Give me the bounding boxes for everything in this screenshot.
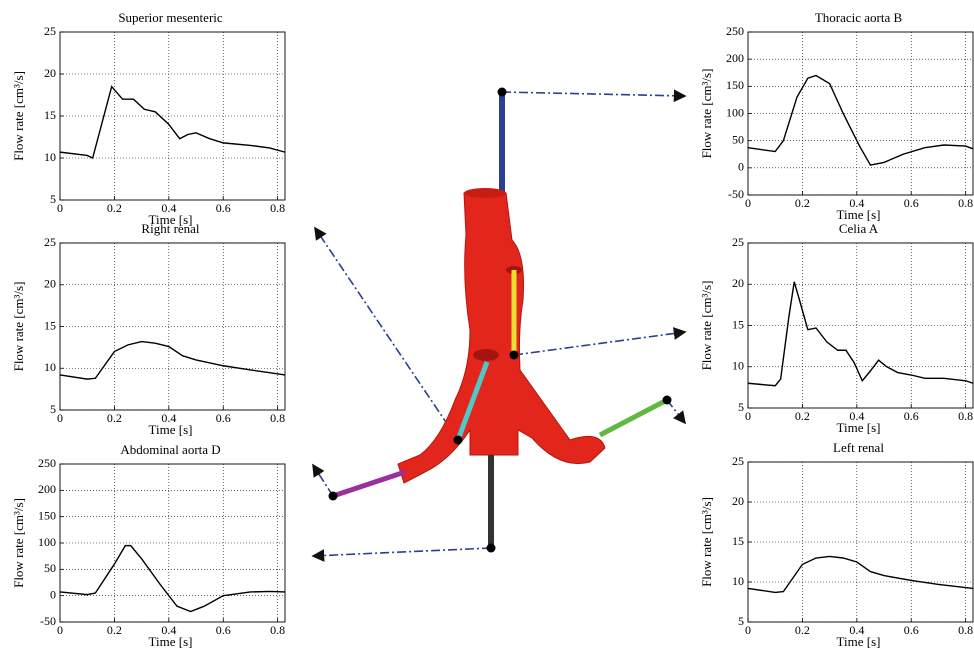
y-tick-label: 25: [44, 235, 56, 249]
y-axis-label: Flow rate [cm³/s]: [11, 71, 26, 161]
chart-title: Abdominal aorta D: [120, 442, 220, 457]
y-tick-label: 20: [44, 277, 56, 291]
x-tick-label: 0.6: [216, 411, 231, 425]
y-axis-label: Flow rate [cm³/s]: [699, 281, 714, 371]
x-axis-label: Time [s]: [149, 422, 193, 437]
y-tick-label: 25: [732, 454, 744, 468]
y-tick-label: 5: [738, 400, 744, 414]
chart-title: Celia A: [839, 221, 879, 236]
x-axis-label: Time [s]: [837, 207, 881, 222]
y-tick-label: 250: [38, 456, 56, 470]
y-tick-label: 25: [732, 235, 744, 249]
x-tick-label: 0.2: [795, 623, 810, 637]
y-tick-label: 250: [726, 24, 744, 38]
chart-title: Right renal: [141, 221, 200, 236]
y-tick-label: 5: [50, 192, 56, 206]
x-tick-label: 0.6: [904, 409, 919, 423]
y-tick-label: 10: [44, 150, 56, 164]
y-tick-label: 50: [732, 132, 744, 146]
chart-title: Left renal: [833, 440, 884, 455]
vessel-diagram: [313, 88, 685, 557]
y-tick-label: -50: [40, 614, 56, 628]
x-tick-label: 0.6: [216, 623, 231, 637]
y-tick-label: 10: [44, 360, 56, 374]
y-tick-label: 20: [732, 276, 744, 290]
x-tick-label: 0.8: [270, 623, 285, 637]
y-tick-label: 200: [38, 482, 56, 496]
y-tick-label: 5: [738, 614, 744, 628]
y-tick-label: 100: [726, 105, 744, 119]
y-tick-label: 15: [44, 318, 56, 332]
y-axis-label: Flow rate [cm³/s]: [11, 282, 26, 372]
x-tick-label: 0.6: [216, 201, 231, 215]
x-tick-label: 0.2: [107, 201, 122, 215]
x-tick-label: 0.8: [958, 623, 973, 637]
chart-panel: 00.20.40.60.8510152025Superior mesenteri…: [11, 10, 285, 227]
y-axis-label: Flow rate [cm³/s]: [699, 497, 714, 587]
x-tick-label: 0: [745, 196, 751, 210]
x-tick-label: 0: [57, 411, 63, 425]
y-tick-label: 100: [38, 535, 56, 549]
x-tick-label: 0.6: [904, 623, 919, 637]
x-tick-label: 0.2: [107, 623, 122, 637]
figure: 00.20.40.60.8510152025Superior mesenteri…: [0, 0, 974, 656]
x-tick-label: 0.8: [270, 201, 285, 215]
x-tick-label: 0.8: [270, 411, 285, 425]
y-tick-label: 5: [50, 402, 56, 416]
x-axis-label: Time [s]: [149, 634, 193, 649]
x-tick-label: 0.8: [958, 409, 973, 423]
x-tick-label: 0: [745, 623, 751, 637]
y-axis-label: Flow rate [cm³/s]: [699, 69, 714, 159]
y-tick-label: 10: [732, 574, 744, 588]
y-tick-label: 0: [738, 160, 744, 174]
y-tick-label: 50: [44, 561, 56, 575]
y-tick-label: 150: [38, 508, 56, 522]
x-tick-label: 0: [57, 623, 63, 637]
y-tick-label: 15: [44, 108, 56, 122]
y-tick-label: 20: [44, 66, 56, 80]
y-tick-label: 20: [732, 494, 744, 508]
y-tick-label: 10: [732, 359, 744, 373]
y-tick-label: 25: [44, 24, 56, 38]
y-tick-label: 15: [732, 317, 744, 331]
y-tick-label: 150: [726, 78, 744, 92]
y-axis-label: Flow rate [cm³/s]: [11, 498, 26, 588]
chart-title: Superior mesenteric: [118, 10, 223, 25]
x-tick-label: 0: [745, 409, 751, 423]
y-tick-label: 200: [726, 51, 744, 65]
x-tick-label: 0.8: [958, 196, 973, 210]
x-axis-label: Time [s]: [837, 634, 881, 649]
chart-title: Thoracic aorta B: [815, 10, 903, 25]
x-tick-label: 0.2: [795, 196, 810, 210]
y-tick-label: 0: [50, 587, 56, 601]
x-axis-label: Time [s]: [837, 420, 881, 435]
x-tick-label: 0.2: [107, 411, 122, 425]
x-tick-label: 0.2: [795, 409, 810, 423]
y-tick-label: 15: [732, 534, 744, 548]
x-tick-label: 0.6: [904, 196, 919, 210]
y-tick-label: -50: [728, 187, 744, 201]
x-tick-label: 0: [57, 201, 63, 215]
